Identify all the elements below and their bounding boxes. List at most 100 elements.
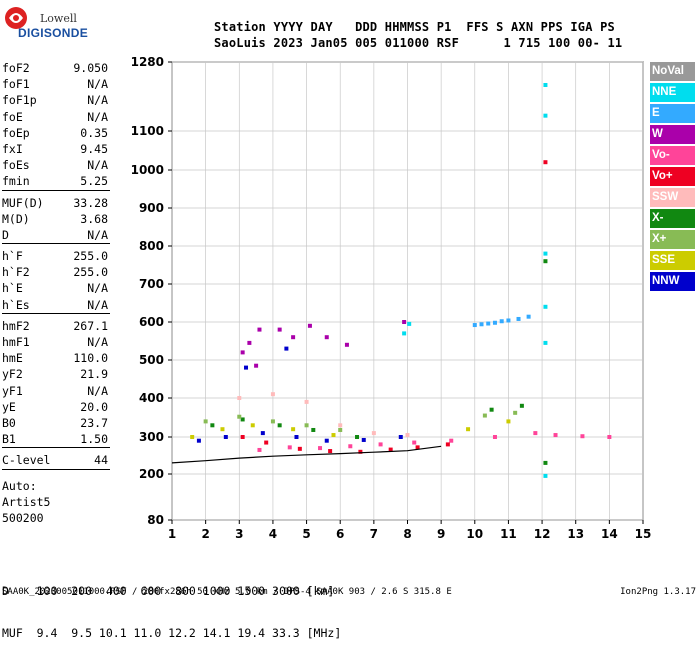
data-point: [513, 410, 518, 415]
param-value: 267.1: [73, 318, 108, 333]
data-point: [492, 320, 497, 325]
data-point: [190, 435, 195, 439]
param-value: N/A: [87, 281, 108, 296]
data-point: [378, 442, 383, 447]
param-label: M(D): [2, 211, 30, 226]
data-point: [516, 316, 521, 321]
auto-label: Auto:: [2, 479, 37, 493]
auto-code: 500200: [2, 511, 44, 525]
divider: [2, 468, 110, 474]
legend-item: E: [650, 104, 695, 123]
header-line-2: SaoLuis 2023 Jan05 005 011000 RSF 1 715 …: [214, 36, 623, 50]
y-tick-label: 200: [139, 467, 164, 481]
param-label: hmE: [2, 351, 23, 366]
data-point: [304, 399, 309, 404]
param-value: 255.0: [73, 249, 108, 264]
param-row: h`F2 255.0: [2, 264, 110, 280]
data-point: [291, 427, 296, 432]
data-point: [318, 446, 323, 451]
param-row: h`E N/A: [2, 280, 110, 296]
param-label: foF1: [2, 77, 30, 92]
data-point: [543, 259, 548, 264]
x-tick-label: 8: [403, 527, 411, 541]
data-point: [543, 113, 548, 118]
data-point: [543, 473, 548, 478]
param-label: MUF(D): [2, 195, 44, 210]
data-point: [533, 431, 538, 436]
data-point: [526, 314, 531, 319]
param-label: foF2: [2, 61, 30, 75]
data-point: [543, 160, 548, 165]
param-row: foE N/A: [2, 109, 110, 125]
divider: [2, 243, 110, 248]
data-point: [449, 438, 454, 443]
y-tick-label: 600: [139, 315, 164, 329]
param-value: 255.0: [73, 265, 108, 280]
data-point: [270, 392, 275, 397]
param-value: N/A: [87, 77, 108, 92]
y-tick-label: 1280: [131, 55, 164, 69]
data-point: [543, 251, 548, 256]
divider: [2, 447, 110, 452]
param-row: foEp 0.35: [2, 125, 110, 141]
param-value: 21.9: [80, 367, 108, 382]
data-point: [324, 438, 329, 443]
param-value: 9.45: [80, 141, 108, 156]
legend-item: SSW: [650, 188, 695, 207]
data-point: [328, 449, 333, 454]
param-value: 20.0: [80, 399, 108, 414]
data-point: [499, 319, 504, 324]
data-point: [402, 320, 407, 324]
param-row: foEs N/A: [2, 157, 110, 173]
muf-row: MUF 9.4 9.5 10.1 11.0 12.2 14.1 19.4 33.…: [2, 626, 342, 640]
param-row: yF1 N/A: [2, 383, 110, 399]
data-point: [291, 335, 296, 340]
data-point: [489, 407, 494, 412]
legend-item: NNE: [650, 83, 695, 102]
data-point: [270, 419, 275, 424]
param-row: C-level 44: [2, 452, 110, 468]
param-value: 44: [94, 453, 108, 468]
param-label: yF1: [2, 383, 23, 398]
data-point: [240, 417, 245, 422]
data-point: [472, 323, 477, 328]
param-row: hmF2 267.1: [2, 318, 110, 334]
data-point: [257, 447, 262, 452]
param-group-4: hmF2 267.1 hmF1 N/A hmE 110.0 yF2 21.9 yF1 N/A yE 2…: [2, 318, 110, 448]
data-point: [210, 423, 215, 428]
param-value: 9.050: [73, 61, 108, 75]
x-tick-label: 9: [437, 527, 445, 541]
data-point: [348, 444, 353, 449]
param-label: foEs: [2, 158, 30, 173]
param-value: N/A: [87, 297, 108, 312]
param-row: h`Es N/A: [2, 297, 110, 313]
data-point: [240, 435, 245, 439]
param-label: yF2: [2, 367, 23, 382]
data-point: [338, 427, 343, 432]
data-point: [250, 423, 255, 428]
header-line-1: Station YYYY DAY DDD HHMMSS P1 FFS S AXN…: [214, 20, 615, 34]
data-point: [344, 342, 349, 347]
y-tick-label: 800: [139, 239, 164, 253]
divider: [2, 189, 110, 195]
param-row: hmE 110.0: [2, 350, 110, 366]
data-point: [307, 323, 312, 328]
param-value: 0.35: [80, 125, 108, 140]
x-tick-label: 13: [567, 527, 584, 541]
legend-item: NNW: [650, 272, 695, 291]
data-point: [203, 419, 208, 424]
x-tick-label: 3: [235, 527, 243, 541]
data-point: [237, 396, 242, 400]
param-row: h`F 255.0: [2, 248, 110, 264]
param-row: MUF(D) 33.28: [2, 195, 110, 211]
param-label: foE: [2, 109, 23, 124]
x-tick-label: 7: [370, 527, 378, 541]
data-point: [196, 438, 201, 443]
x-tick-label: 11: [500, 527, 517, 541]
param-value: 33.28: [73, 195, 108, 210]
data-point: [287, 445, 292, 450]
legend-item: NoVal: [650, 62, 695, 81]
y-tick-label: 1100: [131, 124, 164, 138]
data-point: [355, 435, 360, 439]
data-point: [284, 346, 289, 351]
